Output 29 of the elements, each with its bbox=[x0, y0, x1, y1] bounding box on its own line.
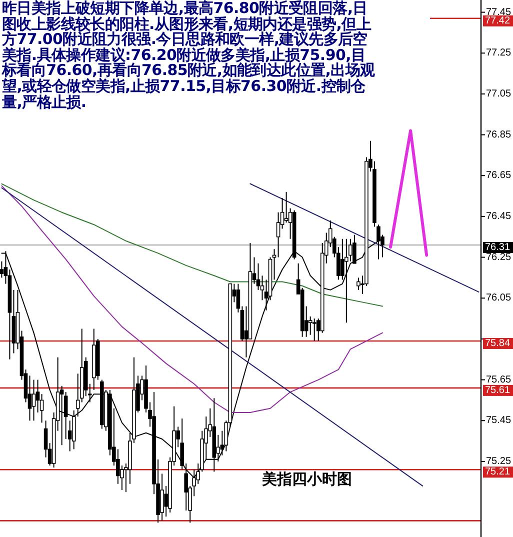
line-series bbox=[1, 185, 383, 413]
ref-line-label: 75.21 bbox=[485, 466, 510, 478]
ref-line-label: 75.61 bbox=[485, 384, 510, 396]
y-tick-label: 76.05 bbox=[486, 292, 512, 304]
ref-line-label: 76.31 bbox=[485, 242, 510, 254]
candlestick bbox=[284, 191, 288, 224]
candlestick bbox=[160, 473, 164, 522]
candlestick bbox=[312, 318, 316, 342]
ref-line-label: 75.84 bbox=[485, 338, 510, 349]
y-tick-label: 76.25 bbox=[486, 252, 512, 263]
candlestick bbox=[260, 275, 264, 301]
y-tick-label: 77.45 bbox=[486, 6, 512, 18]
annotation: 昨日美指上破短期下降单边,最高76.80附近受阻回落,日图收上影线较长的阳柱.从图形来看,短期内还是强势,但上方77.00附近阻力很强.今日思路和欧一样,建议先多后空美指.具体操作建议:76.20附近做多美指,止损75.90,目标看向76.60,再看向76.85附近,如能到达此位置,出场观望,或轻仓做空美指,止损77.15,目标76.30附近.控制仓量,严格止损. bbox=[2, 0, 376, 111]
y-tick-label: 75.65 bbox=[486, 374, 512, 386]
annotation: 美指四小时图 bbox=[262, 470, 352, 489]
candlestick bbox=[32, 379, 36, 422]
candlestick bbox=[308, 316, 312, 336]
y-tick-label: 75.45 bbox=[486, 415, 512, 426]
candlestick bbox=[276, 212, 280, 258]
line-series bbox=[1, 183, 383, 307]
y-tick-label: 76.85 bbox=[486, 129, 512, 140]
y-tick-label: 75.25 bbox=[486, 456, 512, 467]
candlestick bbox=[0, 260, 4, 278]
y-tick-label: 76.45 bbox=[486, 210, 512, 222]
y-tick-label: 77.25 bbox=[486, 48, 512, 59]
candlestick bbox=[356, 277, 360, 290]
y-tick-label: 76.65 bbox=[486, 170, 512, 182]
ref-line-label: 77.42 bbox=[485, 15, 510, 26]
y-tick-label: 77.05 bbox=[486, 88, 512, 100]
